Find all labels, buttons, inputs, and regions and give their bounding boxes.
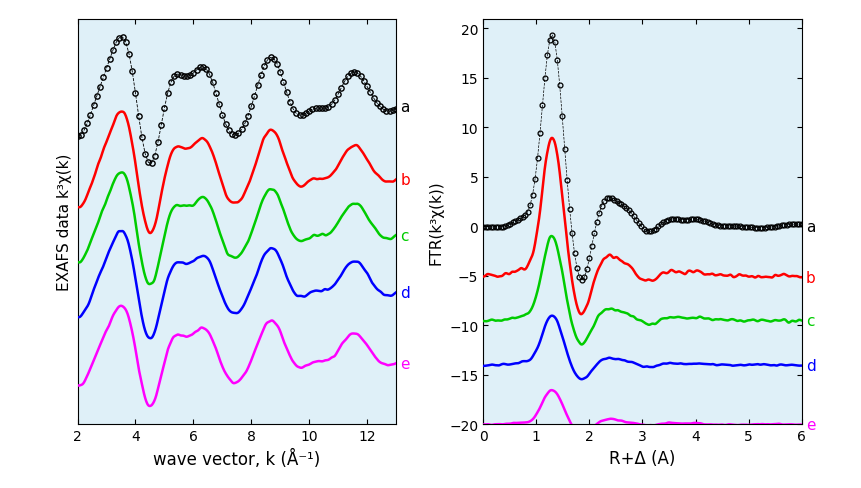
X-axis label: R+Δ (A): R+Δ (A) (609, 449, 675, 467)
Text: a: a (400, 100, 409, 114)
Y-axis label: FTR(k³χ(k)): FTR(k³χ(k)) (428, 180, 443, 264)
Text: c: c (805, 313, 814, 328)
Text: b: b (805, 270, 815, 285)
Text: e: e (400, 356, 409, 371)
Text: d: d (400, 285, 410, 300)
X-axis label: wave vector, k (Å⁻¹): wave vector, k (Å⁻¹) (153, 449, 320, 468)
Text: e: e (805, 417, 815, 432)
Text: c: c (400, 228, 408, 243)
Text: a: a (805, 219, 815, 234)
Y-axis label: EXAFS data k³χ(k): EXAFS data k³χ(k) (57, 154, 72, 290)
Text: b: b (400, 173, 410, 187)
Text: d: d (805, 358, 815, 373)
